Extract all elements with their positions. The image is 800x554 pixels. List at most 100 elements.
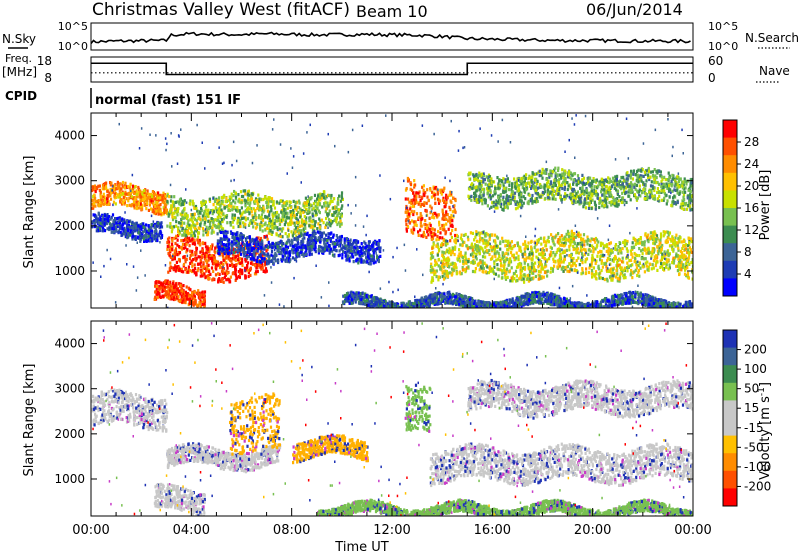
echo-cell — [185, 236, 188, 240]
echo-cell — [171, 200, 174, 204]
echo-cell — [222, 247, 225, 251]
echo-cell — [111, 227, 114, 231]
echo-cell — [176, 243, 179, 247]
echo-cell — [247, 274, 250, 279]
echo-cell — [333, 242, 337, 246]
echo-cell — [529, 267, 532, 271]
echo-cell — [240, 201, 243, 205]
echo-cell — [325, 248, 329, 252]
echo-cell — [489, 267, 492, 271]
echo-cell — [221, 212, 224, 216]
echo-cell — [282, 201, 285, 205]
echo-cell — [630, 245, 633, 249]
echo-cell — [591, 258, 594, 262]
echo-cell — [405, 187, 408, 191]
echo-cell — [359, 245, 362, 249]
echo-cell — [165, 291, 168, 296]
echo-cell — [317, 194, 320, 198]
echo-cell — [254, 197, 258, 201]
sky-noise-tick-bottom: 10^0 — [58, 40, 88, 53]
echo-cell — [314, 204, 317, 208]
echo-cell — [366, 258, 369, 262]
echo-cell — [199, 224, 202, 228]
echo-cell — [564, 250, 567, 254]
echo-cell — [552, 257, 555, 261]
echo-cell — [130, 226, 133, 230]
echo-cell — [173, 255, 176, 259]
echo-cell — [239, 246, 242, 250]
echo-cell — [609, 241, 612, 245]
echo-cell — [196, 209, 199, 213]
echo-cell — [189, 261, 192, 265]
echo-cell — [194, 251, 197, 255]
echo-cell — [413, 194, 416, 198]
echo-cell — [164, 196, 167, 200]
echo-cell — [358, 253, 361, 257]
echo-cell — [246, 208, 249, 212]
echo-cell — [324, 201, 327, 205]
echo-cell — [178, 299, 181, 303]
echo-cell — [275, 215, 278, 219]
echo-cell — [109, 193, 112, 197]
echo-cell — [674, 236, 677, 240]
echo-cell — [329, 224, 332, 228]
echo-cell — [662, 234, 665, 238]
echo-cell — [334, 244, 337, 248]
echo-cell — [181, 215, 184, 219]
echo-cell — [259, 208, 262, 212]
echo-cell — [130, 227, 133, 232]
echo-cell — [255, 249, 258, 253]
echo-cell — [202, 302, 206, 306]
echo-cell — [212, 230, 215, 234]
echo-cell — [621, 260, 624, 264]
echo-cell — [168, 236, 171, 240]
echo-cell — [256, 249, 259, 253]
echo-cell — [160, 221, 163, 225]
echo-cell — [612, 268, 615, 272]
echo-cell — [318, 202, 321, 206]
echo-cell — [656, 237, 659, 241]
echo-cell — [339, 216, 342, 220]
echo-cell — [306, 240, 309, 244]
echo-cell — [415, 200, 418, 204]
echo-cell — [538, 274, 541, 278]
echo-cell — [435, 275, 438, 279]
echo-cell — [226, 230, 229, 234]
echo-cell — [335, 210, 338, 214]
echo-cell — [201, 273, 204, 277]
echo-cell — [298, 251, 301, 256]
echo-cell — [600, 268, 603, 273]
echo-cell — [207, 214, 210, 219]
echo-cell — [320, 218, 324, 222]
echo-cell — [282, 211, 285, 215]
echo-cell — [441, 264, 444, 268]
echo-cell — [617, 245, 620, 249]
echo-cell — [510, 247, 513, 251]
echo-cell — [260, 257, 264, 261]
echo-cell — [204, 275, 207, 280]
echo-cell — [510, 266, 513, 270]
echo-cell — [135, 200, 138, 204]
echo-cell — [291, 241, 294, 245]
echo-cell — [153, 234, 156, 238]
echo-cell — [225, 214, 229, 218]
echo-cell — [560, 234, 563, 238]
echo-cell — [363, 251, 366, 255]
echo-cell — [221, 202, 224, 206]
echo-cell — [119, 182, 122, 186]
echo-cell — [438, 236, 441, 240]
echo-cell — [173, 206, 176, 211]
echo-cell — [618, 263, 621, 267]
echo-cell — [590, 264, 593, 268]
echo-cell — [623, 268, 626, 272]
echo-cell — [484, 255, 487, 259]
echo-cell — [540, 251, 543, 255]
echo-cell — [594, 261, 597, 265]
echo-cell — [299, 207, 302, 211]
echo-cell — [634, 237, 637, 242]
echo-cell — [145, 207, 148, 211]
echo-cell — [222, 231, 225, 235]
echo-cell — [217, 225, 220, 229]
echo-cell — [316, 238, 319, 243]
echo-cell — [225, 230, 228, 234]
